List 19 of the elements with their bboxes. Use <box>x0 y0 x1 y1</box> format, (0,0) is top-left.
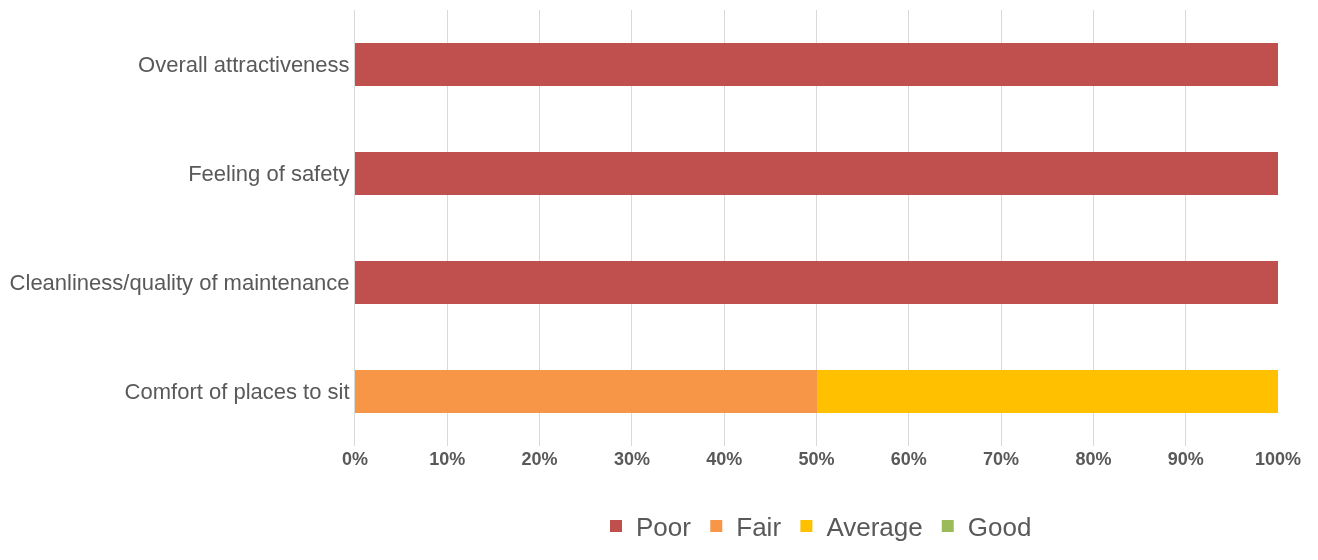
x-tick-label: 70% <box>983 449 1020 469</box>
legend-label: Average <box>826 512 923 543</box>
x-tick-label: 0% <box>341 449 369 469</box>
x-tick-label: 90% <box>1167 449 1204 469</box>
x-tick-label: 80% <box>1075 449 1112 469</box>
legend-label: Poor <box>636 512 692 543</box>
x-tick-label: 30% <box>613 449 650 469</box>
y-tick-label: Feeling of safety <box>188 161 350 187</box>
y-tick-label: Comfort of places to sit <box>124 379 350 405</box>
x-tick-label: 50% <box>798 449 835 469</box>
y-tick-label: Overall attractiveness <box>138 52 350 78</box>
x-tick-label: 60% <box>890 449 927 469</box>
legend-label: Good <box>967 512 1032 543</box>
x-tick-label: 10% <box>429 449 466 469</box>
x-tick-label: 100% <box>1254 449 1302 469</box>
x-tick-label: 40% <box>706 449 743 469</box>
x-tick-label: 20% <box>521 449 558 469</box>
legend-label: Fair <box>736 512 782 543</box>
y-tick-label: Cleanliness/quality of maintenance <box>9 270 350 296</box>
